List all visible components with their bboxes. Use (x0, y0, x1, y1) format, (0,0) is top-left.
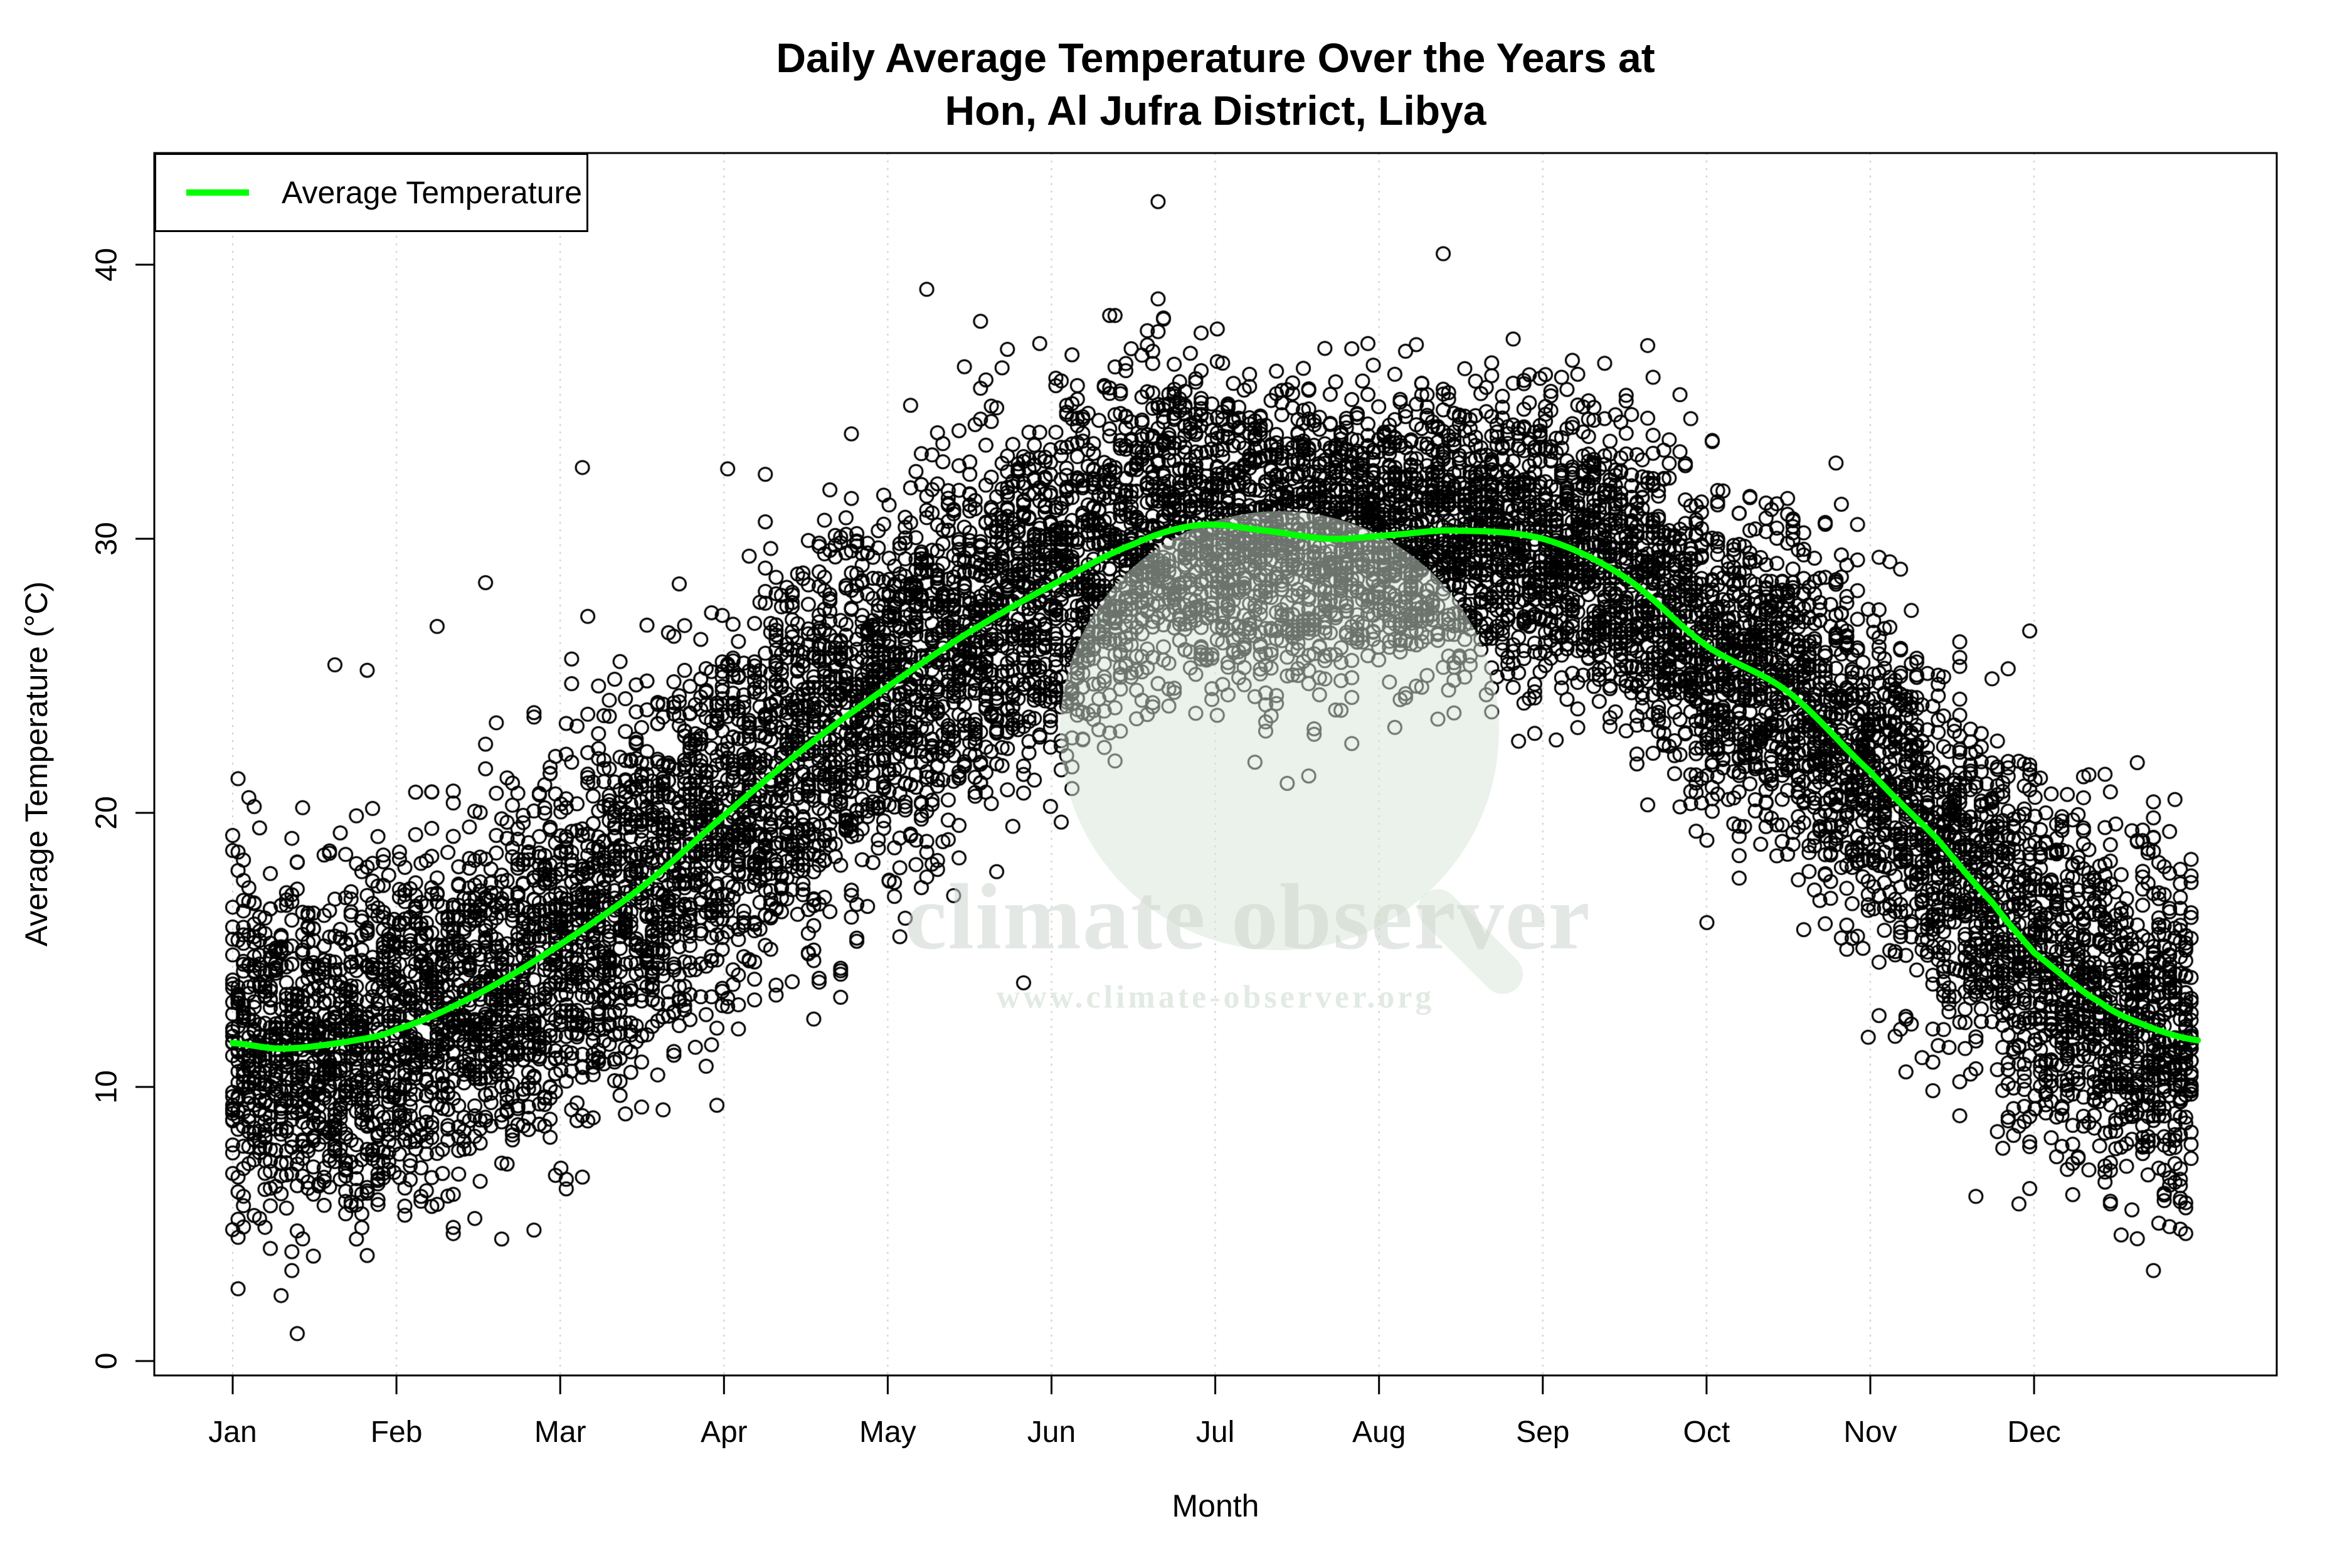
x-tick-label: Jan (208, 1416, 257, 1449)
x-tick-label: Aug (1352, 1416, 1406, 1449)
y-axis-title: Average Temperature (°C) (19, 581, 54, 947)
x-tick-label: Sep (1516, 1416, 1570, 1449)
y-tick-label: 0 (90, 1352, 124, 1370)
trend-line (230, 521, 2201, 1052)
y-tick-label: 20 (90, 796, 124, 830)
x-tick-label: Oct (1683, 1416, 1730, 1449)
legend-box: Average Temperature (154, 153, 588, 232)
x-tick-label: Feb (370, 1416, 423, 1449)
x-tick-label: Mar (534, 1416, 586, 1449)
x-tick-label: Nov (1843, 1416, 1897, 1449)
x-axis-title: Month (1172, 1488, 1259, 1523)
legend-label: Average Temperature (282, 175, 583, 210)
y-tick-label: 30 (90, 522, 124, 556)
plot-border (153, 152, 2278, 1377)
y-tick-label: 10 (90, 1070, 124, 1104)
y-tick-label: 40 (90, 248, 124, 282)
legend-line-sample (186, 189, 249, 196)
x-tick-label: Jul (1195, 1416, 1235, 1449)
x-tick-label: Apr (700, 1416, 748, 1449)
x-tick-label: Jun (1027, 1416, 1076, 1449)
x-tick-label: May (859, 1416, 916, 1449)
x-tick-label: Dec (2007, 1416, 2061, 1449)
